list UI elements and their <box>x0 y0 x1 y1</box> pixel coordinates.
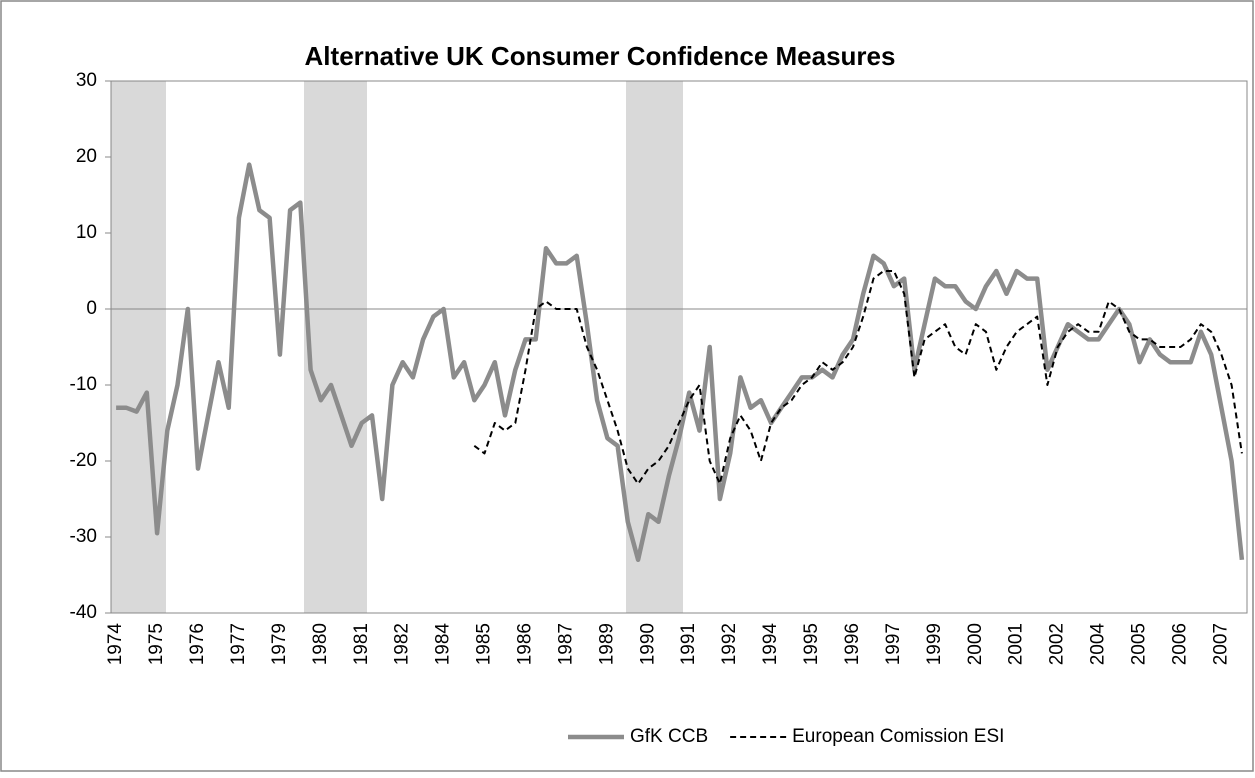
x-tick-label: 2005 <box>1129 623 1150 665</box>
x-tick-label: 2002 <box>1047 623 1068 665</box>
x-tick-label: 1987 <box>555 623 576 665</box>
x-tick-label: 1996 <box>842 623 863 665</box>
x-tick-label: 1999 <box>924 623 945 665</box>
x-tick-label: 2004 <box>1088 623 1109 666</box>
x-tick-label: 1997 <box>883 623 904 665</box>
series-line <box>116 162 1245 563</box>
y-tick-label: 30 <box>76 70 97 91</box>
y-tick-label: 0 <box>86 298 97 319</box>
x-tick-label: 1982 <box>392 623 413 665</box>
recession-shading <box>111 81 683 613</box>
x-tick-label: 1977 <box>228 623 249 665</box>
x-tick-label: 1994 <box>760 623 781 666</box>
x-tick-label: 2007 <box>1210 623 1231 665</box>
y-tick-label: 20 <box>76 146 97 167</box>
x-tick-label: 1980 <box>310 623 331 665</box>
x-tick-label: 2001 <box>1006 623 1027 665</box>
x-tick-label: 1974 <box>105 623 126 666</box>
legend-label: European Comission ESI <box>792 726 1004 747</box>
x-tick-label: 1984 <box>433 623 454 666</box>
y-tick-label: 10 <box>76 222 97 243</box>
x-tick-label: 1979 <box>269 623 290 665</box>
x-tick-label: 1990 <box>637 623 658 665</box>
chart-title: Alternative UK Consumer Confidence Measu… <box>305 41 896 71</box>
x-tick-label: 2000 <box>965 623 986 665</box>
y-tick-label: -10 <box>70 374 97 395</box>
plot-border <box>110 80 1248 614</box>
recession-band <box>304 81 367 613</box>
x-tick-label: 2006 <box>1169 623 1190 665</box>
x-tick-label: 1991 <box>678 623 699 665</box>
y-tick-label: -40 <box>70 602 97 623</box>
recession-band <box>626 81 683 613</box>
x-tick-label: 1976 <box>187 623 208 665</box>
x-tick-label: 1975 <box>146 623 167 665</box>
x-tick-label: 1995 <box>801 623 822 665</box>
series-line <box>473 270 1243 485</box>
x-tick-label: 1989 <box>596 623 617 665</box>
x-tick-label: 1985 <box>474 623 495 665</box>
y-tick-label: -30 <box>70 526 97 547</box>
legend-label: GfK CCB <box>630 726 708 747</box>
x-tick-label: 1986 <box>515 623 536 665</box>
x-tick-label: 1992 <box>719 623 740 665</box>
x-tick-label: 1981 <box>351 623 372 665</box>
y-tick-label: -20 <box>70 450 97 471</box>
